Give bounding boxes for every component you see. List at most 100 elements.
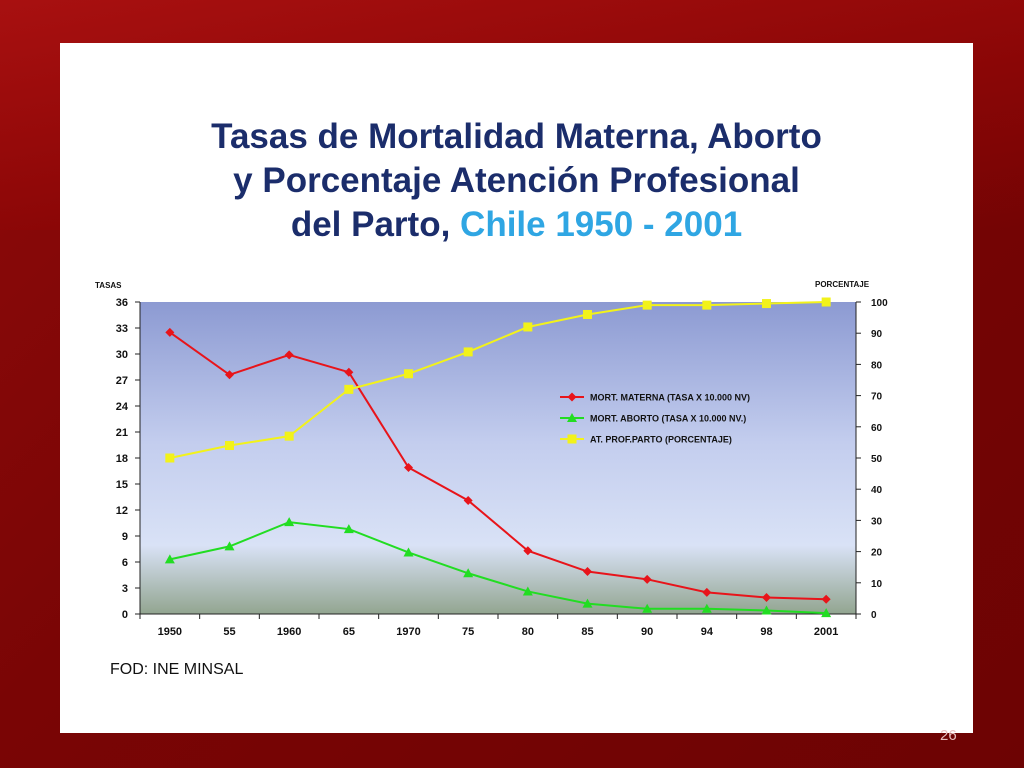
- left-tick-label: 21: [116, 427, 128, 439]
- data-point: [642, 300, 652, 310]
- x-tick-label: 2001: [814, 626, 838, 638]
- right-tick-label: 100: [871, 298, 888, 309]
- series-3: [165, 297, 831, 463]
- legend-item: MORT. MATERNA (TASA X 10.000 NV): [560, 392, 750, 403]
- data-point: [702, 587, 712, 597]
- right-tick-label: 80: [871, 360, 883, 371]
- title-line-3-prefix: del Parto,: [290, 205, 451, 244]
- right-tick-label: 50: [871, 454, 883, 465]
- page-number: 26: [940, 727, 957, 744]
- legend: MORT. MATERNA (TASA X 10.000 NV) MORT. AB…: [560, 392, 750, 445]
- legend-label: MORT. MATERNA (TASA X 10.000 NV): [590, 393, 750, 403]
- data-point: [463, 347, 473, 357]
- legend-label: AT. PROF.PARTO (PORCENTAJE): [590, 435, 732, 445]
- series-1: [165, 327, 831, 604]
- data-point: [567, 434, 577, 444]
- right-tick-label: 40: [871, 485, 883, 496]
- x-tick-label: 65: [343, 626, 355, 638]
- left-tick-label: 27: [116, 375, 128, 387]
- x-tick-label: 1950: [158, 626, 182, 638]
- data-point: [702, 300, 712, 310]
- data-point: [523, 322, 533, 332]
- left-tick-label: 9: [122, 531, 128, 543]
- slide-title: Tasas de Mortalidad Materna, Aborto y Po…: [60, 115, 973, 247]
- right-tick-label: 10: [871, 579, 883, 590]
- left-tick-label: 33: [116, 323, 128, 335]
- x-tick-label: 98: [760, 626, 772, 638]
- data-point: [165, 453, 175, 463]
- title-line-1: Tasas de Mortalidad Materna, Aborto: [211, 117, 822, 156]
- title-line-3: del Parto, Chile 1950 - 2001: [60, 203, 973, 247]
- data-point: [821, 594, 831, 604]
- source-note: FOD: INE MINSAL: [110, 661, 244, 678]
- data-point: [463, 568, 474, 578]
- left-tick-label: 3: [122, 583, 128, 595]
- title-line-2: y Porcentaje Atención Profesional: [233, 161, 800, 200]
- series-2: [164, 517, 832, 618]
- left-tick-label: 24: [116, 401, 129, 413]
- data-point: [583, 567, 592, 577]
- x-tick-label: 55: [223, 626, 235, 638]
- left-tick-label: 0: [122, 609, 128, 621]
- x-tick-label: 1970: [396, 626, 420, 638]
- data-point: [404, 369, 413, 379]
- data-point: [642, 603, 653, 613]
- left-tick-label: 36: [116, 297, 128, 309]
- x-tick-label: 75: [462, 626, 474, 638]
- left-axis-label: TASAS: [95, 281, 122, 290]
- data-point: [821, 297, 831, 307]
- data-point: [701, 603, 712, 613]
- data-point: [224, 541, 235, 551]
- line-chart: 0369121518212427303336010203040506070809…: [95, 280, 888, 638]
- data-point: [344, 367, 354, 377]
- right-tick-label: 90: [871, 329, 883, 340]
- data-point: [567, 413, 577, 422]
- data-point: [567, 392, 577, 402]
- legend-item: MORT. ABORTO (TASA X 10.000 NV.): [560, 413, 746, 424]
- data-point: [582, 598, 593, 608]
- data-point: [343, 524, 354, 534]
- right-tick-label: 0: [871, 610, 877, 621]
- data-point: [762, 593, 771, 603]
- data-point: [225, 441, 234, 451]
- data-point: [761, 605, 772, 615]
- data-point: [523, 546, 533, 556]
- left-tick-label: 6: [122, 557, 128, 569]
- data-point: [344, 384, 354, 394]
- series-line: [169, 521, 827, 615]
- data-point: [284, 431, 294, 441]
- data-point: [164, 554, 175, 564]
- legend-label: MORT. ABORTO (TASA X 10.000 NV.): [590, 414, 746, 424]
- right-axis-label: PORCENTAJE: [815, 280, 870, 289]
- series-line: [169, 301, 827, 459]
- data-point: [284, 350, 294, 360]
- series-group: [164, 297, 832, 618]
- data-point: [583, 309, 592, 319]
- data-point: [762, 299, 771, 309]
- data-point: [403, 547, 414, 557]
- left-tick-label: 30: [116, 349, 128, 361]
- right-tick-label: 60: [871, 423, 883, 434]
- data-point: [225, 370, 234, 380]
- right-tick-label: 30: [871, 516, 883, 527]
- left-tick-label: 18: [116, 453, 128, 465]
- data-point: [165, 327, 175, 337]
- data-point: [404, 463, 413, 473]
- data-point: [642, 574, 652, 584]
- right-tick-label: 20: [871, 548, 883, 559]
- x-tick-label: 90: [641, 626, 653, 638]
- slide-panel: Tasas de Mortalidad Materna, Aborto y Po…: [60, 43, 973, 733]
- axes-group: 0369121518212427303336010203040506070809…: [95, 280, 888, 638]
- plot-area: [140, 302, 856, 614]
- legend-item: AT. PROF.PARTO (PORCENTAJE): [560, 434, 732, 445]
- series-line: [169, 331, 827, 601]
- x-tick-label: 94: [701, 626, 714, 638]
- title-highlight: Chile 1950 - 2001: [460, 205, 743, 244]
- x-tick-label: 1960: [277, 626, 301, 638]
- data-point: [522, 586, 533, 596]
- x-tick-label: 85: [581, 626, 593, 638]
- right-tick-label: 70: [871, 392, 883, 403]
- x-tick-label: 80: [522, 626, 534, 638]
- data-point: [463, 495, 473, 505]
- left-tick-label: 15: [116, 479, 128, 491]
